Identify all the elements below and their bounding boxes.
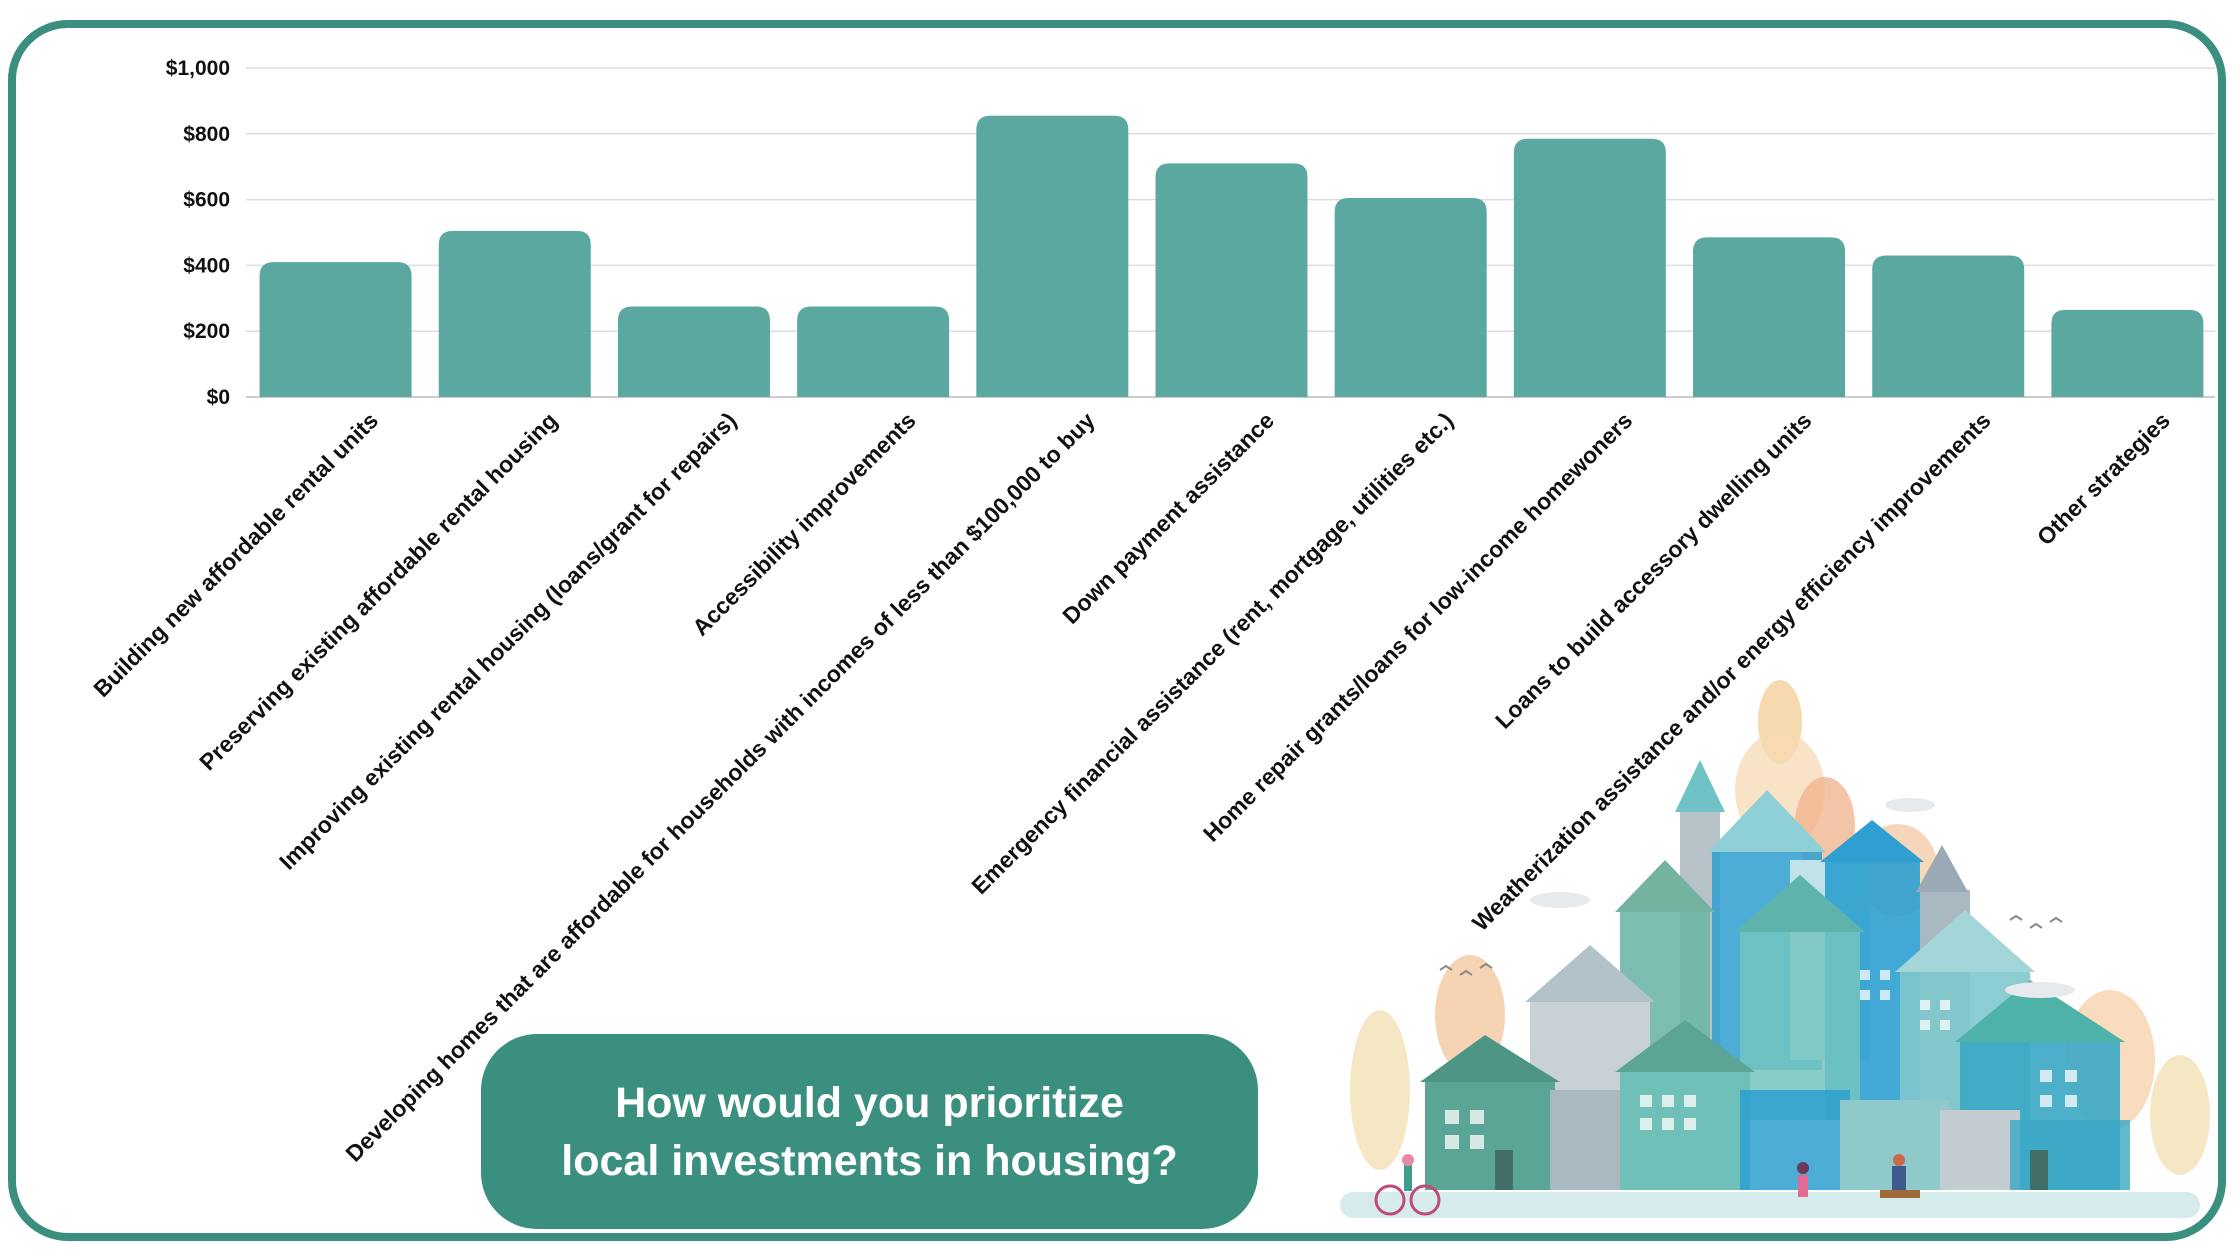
x-category-label: Down payment assistance: [1057, 407, 1279, 629]
chart-title: How would you prioritize local investmen…: [561, 1074, 1177, 1190]
bar: [1693, 237, 1846, 397]
y-tick-label: $200: [183, 320, 230, 343]
chart-title-line-1: How would you prioritize: [615, 1078, 1124, 1127]
bar: [438, 230, 591, 397]
bar: [1513, 138, 1666, 398]
y-tick-label: $0: [207, 386, 230, 409]
y-tick-label: $600: [183, 189, 230, 212]
x-category-label: Other strategies: [2032, 407, 2175, 550]
bar: [1155, 163, 1308, 397]
chart-title-line-2: local investments in housing?: [561, 1136, 1178, 1185]
bar: [2051, 309, 2204, 397]
bar: [976, 115, 1129, 397]
bars: [259, 115, 2204, 398]
y-axis-ticks: $0 $200 $400 $600 $800 $1,000: [166, 57, 230, 409]
y-tick-label: $400: [183, 254, 230, 277]
bar: [1334, 197, 1487, 397]
title-banner: How would you prioritize local investmen…: [481, 1034, 1258, 1229]
x-category-label: Preserving existing affordable rental ho…: [194, 407, 562, 775]
y-tick-label: $800: [183, 123, 230, 146]
bar: [797, 306, 950, 397]
bar: [259, 262, 412, 397]
y-tick-label: $1,000: [166, 57, 230, 80]
bar: [617, 306, 770, 397]
bar: [1872, 255, 2025, 397]
x-category-label: Building new affordable rental units: [88, 407, 383, 702]
city-houses-illustration-icon: [1340, 680, 2210, 1218]
